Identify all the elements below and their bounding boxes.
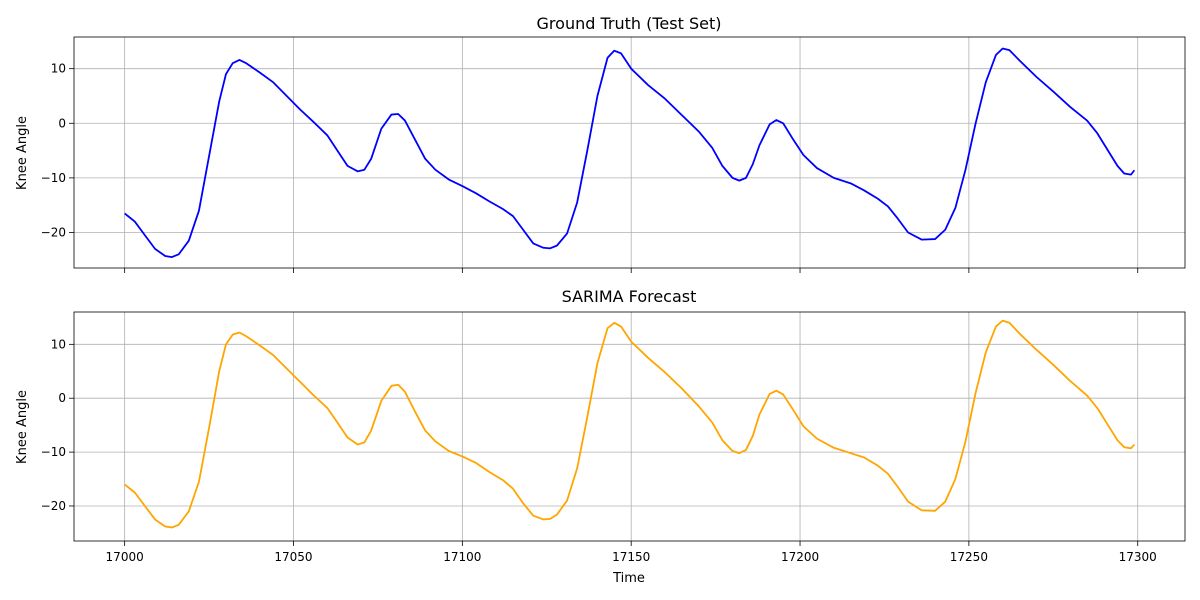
y-tick-label: 10	[51, 62, 66, 76]
axes-frame	[73, 36, 1186, 269]
x-tick-label: 17300	[1119, 550, 1157, 564]
ground-truth-panel: Ground Truth (Test Set) Knee Angle −20 −1…	[15, 14, 1186, 273]
ground-truth-y-axis-label: Knee Angle	[15, 116, 30, 190]
x-tick-label: 17100	[443, 550, 481, 564]
y-tick-label: 0	[58, 116, 66, 130]
sarima-forecast-title: SARIMA Forecast	[562, 287, 697, 306]
x-axis-label: Time	[612, 571, 645, 586]
sarima-forecast-line	[124, 319, 1136, 529]
sarima-forecast-y-axis-label: Knee Angle	[15, 390, 30, 464]
y-tick-label: −20	[41, 499, 66, 513]
x-tick-label: 17200	[781, 550, 819, 564]
ground-truth-title: Ground Truth (Test Set)	[537, 14, 722, 33]
x-tick-label: 17000	[106, 550, 144, 564]
y-tick-label: −20	[41, 226, 66, 240]
x-tick-label: 17250	[950, 550, 988, 564]
x-tick-label: 17150	[612, 550, 650, 564]
sarima-forecast-panel: SARIMA Forecast Knee Angle Time 17000 170…	[15, 287, 1186, 586]
y-tick-label: −10	[41, 171, 66, 185]
axes-frame	[73, 311, 1186, 542]
y-tick-label: 10	[51, 337, 66, 351]
ground-truth-line	[124, 47, 1136, 258]
x-tick-label: 17050	[274, 550, 312, 564]
y-tick-label: −10	[41, 445, 66, 459]
y-tick-label: 0	[58, 391, 66, 405]
